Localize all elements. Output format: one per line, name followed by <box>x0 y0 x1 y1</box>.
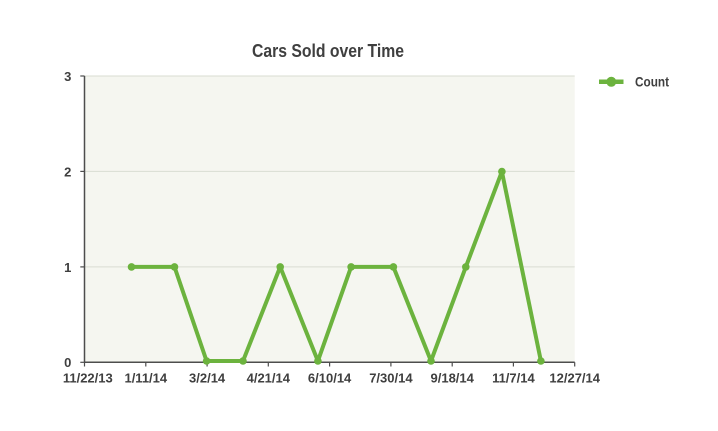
svg-text:1: 1 <box>64 260 71 275</box>
svg-text:11/7/14: 11/7/14 <box>492 371 535 386</box>
svg-text:11/22/13: 11/22/13 <box>63 371 113 386</box>
svg-text:1/11/14: 1/11/14 <box>124 371 167 386</box>
svg-text:3/2/14: 3/2/14 <box>189 371 226 386</box>
svg-text:6/10/14: 6/10/14 <box>308 371 352 386</box>
svg-text:2: 2 <box>64 164 71 179</box>
svg-text:0: 0 <box>64 355 71 370</box>
svg-text:Cars Sold over Time: Cars Sold over Time <box>252 41 404 61</box>
svg-text:9/18/14: 9/18/14 <box>431 371 475 386</box>
svg-text:7/30/14: 7/30/14 <box>369 371 413 386</box>
svg-text:4/21/14: 4/21/14 <box>247 371 291 386</box>
svg-text:Count: Count <box>635 74 669 90</box>
svg-text:12/27/14: 12/27/14 <box>549 371 600 386</box>
svg-text:3: 3 <box>64 69 71 84</box>
